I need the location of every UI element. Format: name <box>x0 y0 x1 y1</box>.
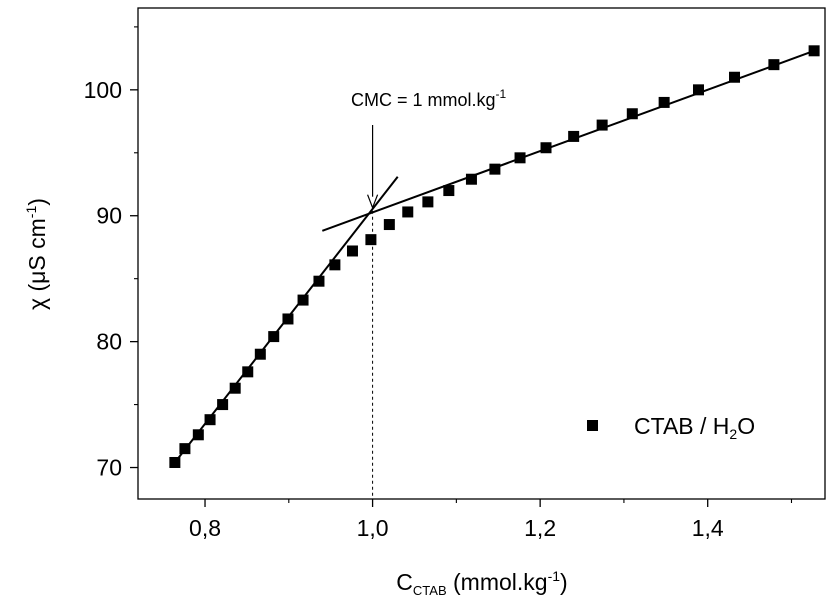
x-axis-title-sub: CTAB <box>413 583 447 598</box>
y-tick-label-2: 90 <box>96 203 122 229</box>
data-point <box>217 399 229 411</box>
data-point <box>422 196 434 208</box>
legend: CTAB / H2O <box>587 413 755 442</box>
data-point <box>402 206 414 218</box>
cmc-arrow-head <box>367 194 379 210</box>
data-point <box>192 429 204 441</box>
y-axis-title-main: χ (μS cm <box>24 218 50 310</box>
data-point <box>596 119 608 131</box>
y-axis-title-sup: -1 <box>23 206 39 219</box>
data-point <box>489 163 501 175</box>
data-point <box>658 96 670 108</box>
x-axis-title-rest: (mmol.kg <box>447 569 548 595</box>
y-tick-label-0: 70 <box>96 455 122 481</box>
data-point <box>514 152 526 164</box>
data-point <box>204 414 216 426</box>
data-point <box>329 259 341 271</box>
x-axis-title: CCTAB (mmol.kg-1) <box>396 568 567 598</box>
x-axis-title-sup: -1 <box>548 568 561 584</box>
data-point <box>268 331 280 343</box>
legend-marker <box>587 420 598 431</box>
data-point <box>179 443 191 455</box>
y-tick-label-1: 80 <box>96 329 122 355</box>
y-axis-title: χ (μS cm-1) <box>23 198 50 310</box>
data-point <box>297 294 309 306</box>
data-point <box>346 245 358 257</box>
data-point <box>729 71 741 83</box>
data-point <box>254 348 266 360</box>
y-tick-label-3: 100 <box>84 77 122 103</box>
y-axis-title-end: ) <box>24 198 50 206</box>
x-tick-label-3: 1,4 <box>692 515 724 541</box>
data-point <box>465 173 477 185</box>
data-point <box>540 142 552 154</box>
data-point <box>242 366 254 378</box>
data-point <box>568 130 580 142</box>
data-point <box>169 456 181 468</box>
cmc-annotation: CMC = 1 mmol.kg-1 <box>351 87 507 499</box>
cmc-label: CMC = 1 mmol.kg-1 <box>351 87 507 110</box>
data-point <box>383 219 395 231</box>
x-tick-label-0: 0,8 <box>189 515 221 541</box>
data-point <box>626 108 638 120</box>
data-point <box>443 185 455 197</box>
cmc-label-main: CMC = 1 mmol.kg <box>351 90 496 110</box>
data-point <box>808 45 820 57</box>
x-axis-title-end: ) <box>560 569 568 595</box>
data-point <box>365 234 377 246</box>
data-points <box>169 45 820 468</box>
cmc-label-sup: -1 <box>496 87 507 101</box>
data-point <box>229 382 241 394</box>
legend-label-main: CTAB / H <box>634 413 729 439</box>
axis-ticks: 0,8 1,0 1,2 1,4 70 80 90 100 <box>84 26 793 541</box>
x-axis-title-main: C <box>396 569 413 595</box>
x-tick-label-1: 1,0 <box>357 515 389 541</box>
data-point <box>282 313 294 325</box>
legend-label-sub: 2 <box>729 426 737 442</box>
fit-lines <box>174 49 815 464</box>
legend-label-end: O <box>737 413 755 439</box>
data-point <box>692 84 704 96</box>
data-point <box>768 59 780 71</box>
x-tick-label-2: 1,2 <box>524 515 556 541</box>
data-point <box>313 275 325 287</box>
legend-label: CTAB / H2O <box>634 413 755 442</box>
plot-frame <box>137 7 826 500</box>
